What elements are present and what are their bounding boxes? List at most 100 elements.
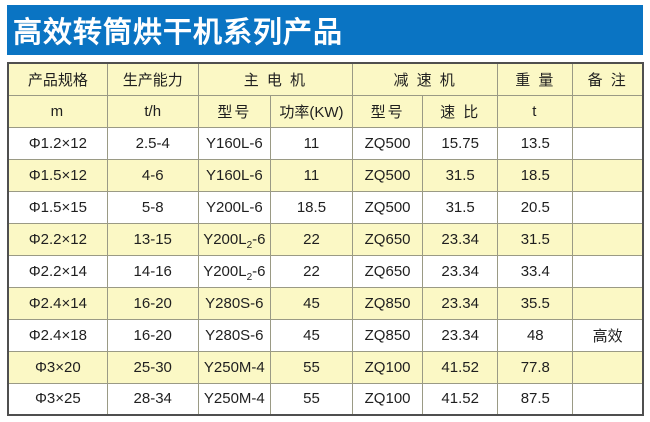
- header-reducer-model: 型号: [352, 94, 424, 128]
- cell-spec: Φ2.4×18: [7, 318, 108, 352]
- cell-reducer-model: ZQ650: [352, 254, 424, 288]
- cell-note: [572, 158, 644, 192]
- cell-capacity: 16-20: [106, 286, 199, 320]
- cell-capacity: 5-8: [106, 190, 199, 224]
- cell-weight: 77.8: [497, 350, 574, 384]
- cell-reducer-model: ZQ650: [352, 222, 424, 256]
- header-note: 备 注: [572, 62, 644, 96]
- cell-motor-model: Y250M-4: [197, 350, 271, 384]
- table-row: Φ2.2×12 13-15 Y200L2-6 22 ZQ650 23.34 31…: [7, 222, 644, 256]
- cell-capacity: 2.5-4: [106, 126, 199, 160]
- cell-spec: Φ1.2×12: [7, 126, 108, 160]
- cell-motor-model: Y280S-6: [197, 318, 271, 352]
- table-row: Φ3×25 28-34 Y250M-4 55 ZQ100 41.52 87.5: [7, 382, 644, 416]
- cell-power: 11: [269, 158, 354, 192]
- cell-note: [572, 254, 644, 288]
- table-row: Φ1.5×12 4-6 Y160L-6 11 ZQ500 31.5 18.5: [7, 158, 644, 192]
- cell-power: 55: [269, 350, 354, 384]
- cell-speed-ratio: 15.75: [422, 126, 499, 160]
- cell-spec: Φ1.5×12: [7, 158, 108, 192]
- header-product-spec: 产品规格: [7, 62, 108, 96]
- cell-weight: 48: [497, 318, 574, 352]
- header-motor-model: 型号: [197, 94, 271, 128]
- product-spec-table: 产品规格 生产能力 主 电 机 减 速 机 重 量 备 注 m t/h 型号 功…: [7, 62, 644, 416]
- cell-reducer-model: ZQ850: [352, 318, 424, 352]
- table-row: Φ1.2×12 2.5-4 Y160L-6 11 ZQ500 15.75 13.…: [7, 126, 644, 160]
- cell-motor-model: Y160L-6: [197, 158, 271, 192]
- cell-note: [572, 382, 644, 416]
- cell-weight: 20.5: [497, 190, 574, 224]
- cell-motor-model: Y200L-6: [197, 190, 271, 224]
- cell-weight: 87.5: [497, 382, 574, 416]
- table-row: Φ2.2×14 14-16 Y200L2-6 22 ZQ650 23.34 33…: [7, 254, 644, 288]
- cell-speed-ratio: 31.5: [422, 158, 499, 192]
- header-capacity: 生产能力: [106, 62, 199, 96]
- cell-power: 22: [269, 222, 354, 256]
- table-row: Φ2.4×18 16-20 Y280S-6 45 ZQ850 23.34 48 …: [7, 318, 644, 352]
- cell-weight: 33.4: [497, 254, 574, 288]
- cell-power: 45: [269, 286, 354, 320]
- cell-motor-model: Y280S-6: [197, 286, 271, 320]
- cell-note: [572, 222, 644, 256]
- cell-note: 高效: [572, 318, 644, 352]
- header-weight: 重 量: [497, 62, 574, 96]
- cell-power: 18.5: [269, 190, 354, 224]
- cell-note: [572, 190, 644, 224]
- cell-reducer-model: ZQ500: [352, 190, 424, 224]
- cell-spec: Φ1.5×15: [7, 190, 108, 224]
- cell-speed-ratio: 41.52: [422, 350, 499, 384]
- table-row: Φ1.5×15 5-8 Y200L-6 18.5 ZQ500 31.5 20.5: [7, 190, 644, 224]
- header-capacity-unit: t/h: [106, 94, 199, 128]
- cell-spec: Φ3×20: [7, 350, 108, 384]
- cell-note: [572, 126, 644, 160]
- cell-reducer-model: ZQ100: [352, 350, 424, 384]
- cell-spec: Φ2.2×14: [7, 254, 108, 288]
- cell-motor-model: Y160L-6: [197, 126, 271, 160]
- cell-spec: Φ3×25: [7, 382, 108, 416]
- header-weight-unit: t: [497, 94, 574, 128]
- cell-note: [572, 350, 644, 384]
- cell-reducer-model: ZQ850: [352, 286, 424, 320]
- cell-weight: 35.5: [497, 286, 574, 320]
- cell-spec: Φ2.4×14: [7, 286, 108, 320]
- cell-speed-ratio: 23.34: [422, 286, 499, 320]
- header-row-groups: 产品规格 生产能力 主 电 机 减 速 机 重 量 备 注: [7, 62, 644, 96]
- cell-capacity: 25-30: [106, 350, 199, 384]
- header-row-units: m t/h 型号 功率(KW) 型号 速 比 t: [7, 94, 644, 128]
- header-main-motor: 主 电 机: [197, 62, 354, 96]
- cell-speed-ratio: 41.52: [422, 382, 499, 416]
- cell-motor-model: Y200L2-6: [197, 222, 271, 256]
- cell-power: 11: [269, 126, 354, 160]
- cell-weight: 31.5: [497, 222, 574, 256]
- header-motor-power: 功率(KW): [269, 94, 354, 128]
- table-row: Φ2.4×14 16-20 Y280S-6 45 ZQ850 23.34 35.…: [7, 286, 644, 320]
- cell-power: 22: [269, 254, 354, 288]
- cell-power: 45: [269, 318, 354, 352]
- cell-reducer-model: ZQ500: [352, 126, 424, 160]
- cell-power: 55: [269, 382, 354, 416]
- title-banner: 高效转筒烘干机系列产品: [7, 5, 643, 55]
- cell-capacity: 28-34: [106, 382, 199, 416]
- cell-speed-ratio: 23.34: [422, 254, 499, 288]
- cell-weight: 18.5: [497, 158, 574, 192]
- cell-motor-model: Y200L2-6: [197, 254, 271, 288]
- header-note-blank: [572, 94, 644, 128]
- cell-speed-ratio: 31.5: [422, 190, 499, 224]
- cell-spec: Φ2.2×12: [7, 222, 108, 256]
- cell-capacity: 13-15: [106, 222, 199, 256]
- cell-capacity: 16-20: [106, 318, 199, 352]
- header-spec-unit: m: [7, 94, 108, 128]
- cell-reducer-model: ZQ500: [352, 158, 424, 192]
- table-row: Φ3×20 25-30 Y250M-4 55 ZQ100 41.52 77.8: [7, 350, 644, 384]
- header-reducer: 减 速 机: [352, 62, 499, 96]
- cell-capacity: 14-16: [106, 254, 199, 288]
- cell-motor-model: Y250M-4: [197, 382, 271, 416]
- cell-reducer-model: ZQ100: [352, 382, 424, 416]
- cell-weight: 13.5: [497, 126, 574, 160]
- cell-speed-ratio: 23.34: [422, 318, 499, 352]
- cell-speed-ratio: 23.34: [422, 222, 499, 256]
- page-title: 高效转筒烘干机系列产品: [13, 17, 344, 49]
- cell-note: [572, 286, 644, 320]
- cell-capacity: 4-6: [106, 158, 199, 192]
- header-speed-ratio: 速 比: [422, 94, 499, 128]
